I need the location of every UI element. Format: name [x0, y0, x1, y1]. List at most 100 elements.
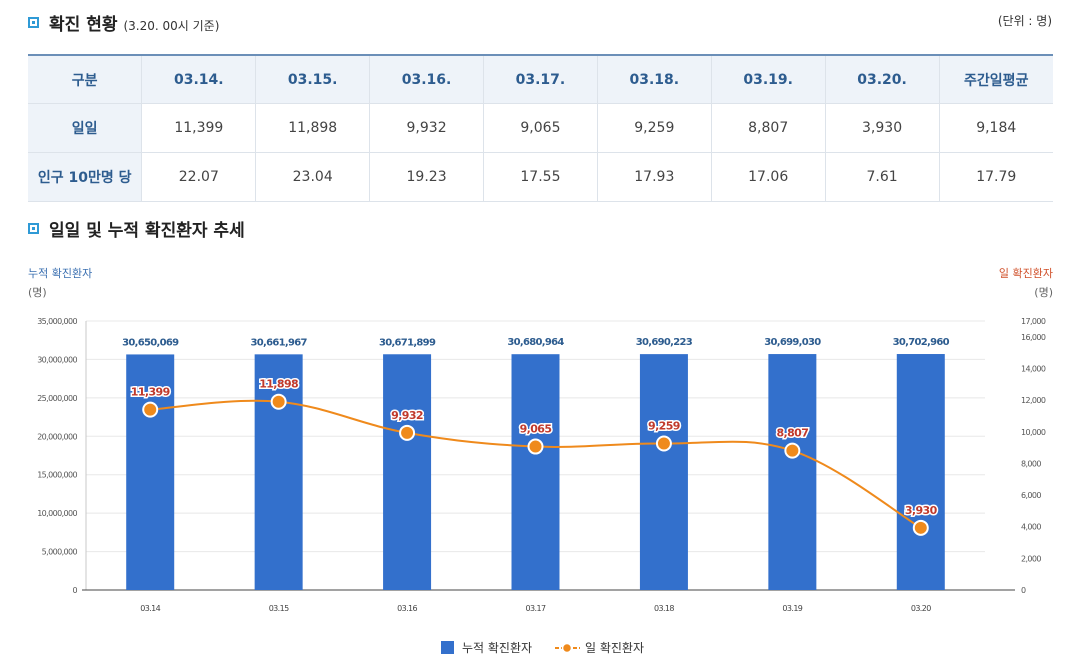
right-tick-label: 14,000 — [1021, 364, 1046, 373]
bar-value-label: 30,650,069 — [122, 337, 179, 348]
left-tick-label: 20,000,000 — [37, 432, 77, 441]
right-tick-label: 8,000 — [1021, 459, 1041, 468]
col-header: 03.20. — [825, 55, 940, 104]
line-point — [270, 393, 287, 410]
bar-value-label: 30,702,960 — [893, 337, 950, 348]
trend-title: 일일 및 누적 확진환자 추세 — [49, 221, 245, 241]
x-tick-label: 03.16 — [397, 604, 417, 613]
left-axis-unit: (명) — [28, 286, 47, 299]
right-axis-title: 일 확진환자 — [999, 266, 1053, 280]
square-bullet-icon — [28, 223, 39, 234]
right-tick-label: 0 — [1021, 586, 1026, 595]
left-tick-label: 10,000,000 — [37, 509, 77, 518]
legend-line-label: 일 확진환자 — [585, 641, 644, 655]
table-header-row: 구분 03.14. 03.15. 03.16. 03.17. 03.18. 03… — [28, 55, 1053, 104]
x-tick-label: 03.17 — [526, 604, 546, 613]
table-cell: 9,065 — [483, 103, 598, 153]
line-value-label: 9,259 — [648, 419, 680, 432]
line-point — [655, 435, 672, 452]
bar — [639, 354, 688, 590]
status-table: 구분 03.14. 03.15. 03.16. 03.17. 03.18. 03… — [28, 54, 1053, 202]
right-tick-label: 4,000 — [1021, 523, 1041, 532]
col-header: 03.19. — [711, 55, 826, 104]
right-axis-unit: (명) — [1034, 286, 1053, 299]
table-cell: 22.07 — [141, 152, 257, 202]
section-title-trend: 일일 및 누적 확진환자 추세 — [28, 216, 245, 241]
trend-chart: 누적 확진환자 (명) 일 확진환자 (명) 0 5,000,000 10,000,000 1… — [28, 266, 1053, 655]
left-axis-title: 누적 확진환자 — [28, 267, 92, 280]
right-tick-label: 10,000 — [1021, 428, 1046, 437]
table-cell: 17.79 — [939, 152, 1053, 202]
col-header: 03.15. — [255, 55, 371, 104]
line-value-label: 3,930 — [905, 504, 938, 517]
status-title: 확진 현황 — [49, 15, 118, 35]
right-tick-label: 16,000 — [1021, 333, 1046, 342]
bar-value-label: 30,680,964 — [507, 337, 564, 348]
bar — [896, 354, 945, 590]
row-header: 일일 — [28, 103, 143, 153]
col-header: 주간일평균 — [939, 55, 1053, 104]
bar — [126, 354, 175, 590]
left-tick-label: 5,000,000 — [42, 548, 78, 557]
table-cell: 17.55 — [483, 152, 598, 202]
unit-label: (단위 : 명) — [997, 14, 1052, 28]
bar — [383, 354, 432, 590]
table-cell: 9,932 — [369, 103, 484, 153]
row-header: 인구 10만명 당 — [28, 152, 143, 202]
line-point — [784, 442, 801, 459]
left-tick-label: 15,000,000 — [37, 471, 77, 480]
line-point — [399, 424, 416, 441]
table-cell: 17.06 — [711, 152, 826, 202]
bar-value-label: 30,690,223 — [636, 337, 693, 348]
line-value-label: 9,932 — [391, 409, 423, 422]
table-cell: 3,930 — [825, 103, 940, 153]
left-tick-label: 0 — [73, 586, 78, 595]
line-point — [527, 438, 544, 455]
x-tick-label: 03.14 — [140, 604, 160, 613]
right-tick-label: 17,000 — [1021, 317, 1046, 326]
x-tick-label: 03.15 — [269, 604, 289, 613]
line-value-label: 8,807 — [776, 427, 808, 440]
left-tick-label: 35,000,000 — [37, 317, 77, 326]
table-cell: 23.04 — [255, 152, 371, 202]
bar — [768, 354, 817, 590]
table-cell: 11,898 — [255, 103, 371, 153]
bar-value-label: 30,699,030 — [764, 337, 821, 348]
table-cell: 11,399 — [141, 103, 257, 153]
right-tick-label: 6,000 — [1021, 491, 1041, 500]
line-point — [142, 401, 159, 418]
table-row: 일일 11,399 11,898 9,932 9,065 9,259 8,807… — [28, 103, 1053, 153]
col-header: 03.17. — [483, 55, 598, 104]
bar — [254, 354, 303, 590]
x-tick-label: 03.19 — [782, 604, 802, 613]
line-point — [912, 519, 929, 536]
col-header: 03.18. — [597, 55, 712, 104]
status-basis: (3.20. 00시 기준) — [123, 19, 220, 33]
square-bullet-icon — [28, 17, 39, 28]
col-header: 구분 — [28, 55, 143, 104]
section-title-status: 확진 현황 (3.20. 00시 기준) — [28, 10, 219, 35]
right-tick-label: 2,000 — [1021, 554, 1041, 563]
col-header: 03.16. — [369, 55, 484, 104]
legend-bar-label: 누적 확진환자 — [462, 641, 532, 655]
table-cell: 9,259 — [597, 103, 712, 153]
bar — [511, 354, 560, 590]
bar-value-label: 30,671,899 — [379, 337, 436, 348]
col-header: 03.14. — [141, 55, 257, 104]
table-cell: 7.61 — [825, 152, 940, 202]
x-tick-label: 03.18 — [654, 604, 674, 613]
right-tick-label: 12,000 — [1021, 396, 1046, 405]
line-value-label: 9,065 — [520, 423, 552, 436]
table-cell: 9,184 — [939, 103, 1053, 153]
line-value-label: 11,898 — [259, 378, 298, 391]
left-tick-label: 25,000,000 — [37, 394, 77, 403]
bar-value-label: 30,661,967 — [251, 337, 308, 348]
table-cell: 17.93 — [597, 152, 712, 202]
table-cell: 8,807 — [711, 103, 826, 153]
x-tick-label: 03.20 — [911, 604, 931, 613]
left-tick-label: 30,000,000 — [37, 355, 77, 364]
legend-bar-swatch — [441, 641, 454, 654]
legend-line-marker — [561, 642, 573, 654]
table-row: 인구 10만명 당 22.07 23.04 19.23 17.55 17.93 … — [28, 152, 1053, 202]
line-value-label: 11,399 — [131, 386, 170, 399]
